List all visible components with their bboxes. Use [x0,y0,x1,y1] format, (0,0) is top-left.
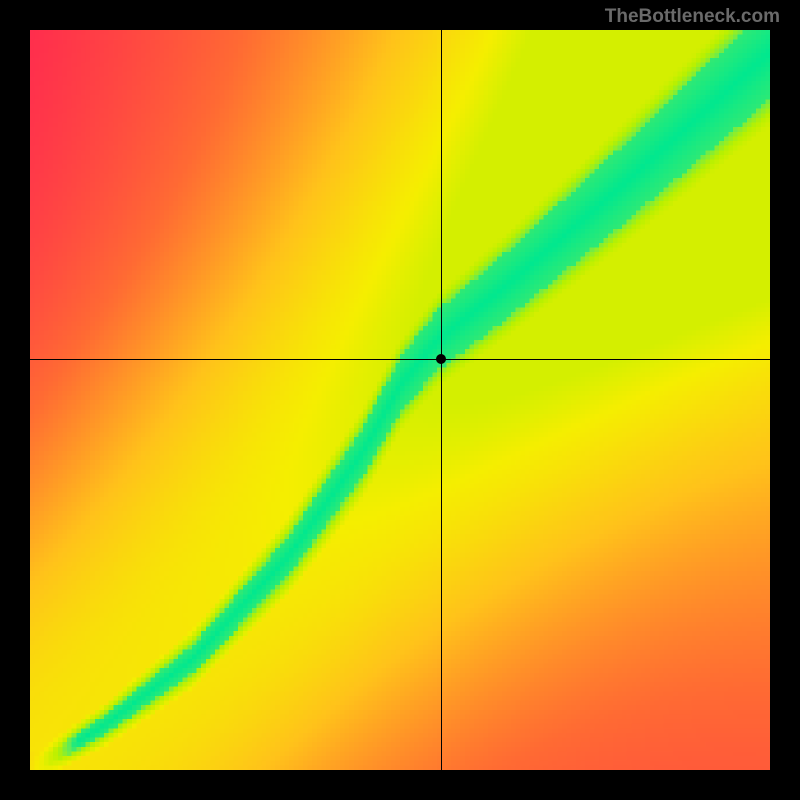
crosshair-marker [436,354,446,364]
plot-area [30,30,770,770]
crosshair-vertical [441,30,442,770]
crosshair-horizontal [30,359,770,360]
heatmap-canvas [30,30,770,770]
watermark-text: TheBottleneck.com [605,6,780,28]
